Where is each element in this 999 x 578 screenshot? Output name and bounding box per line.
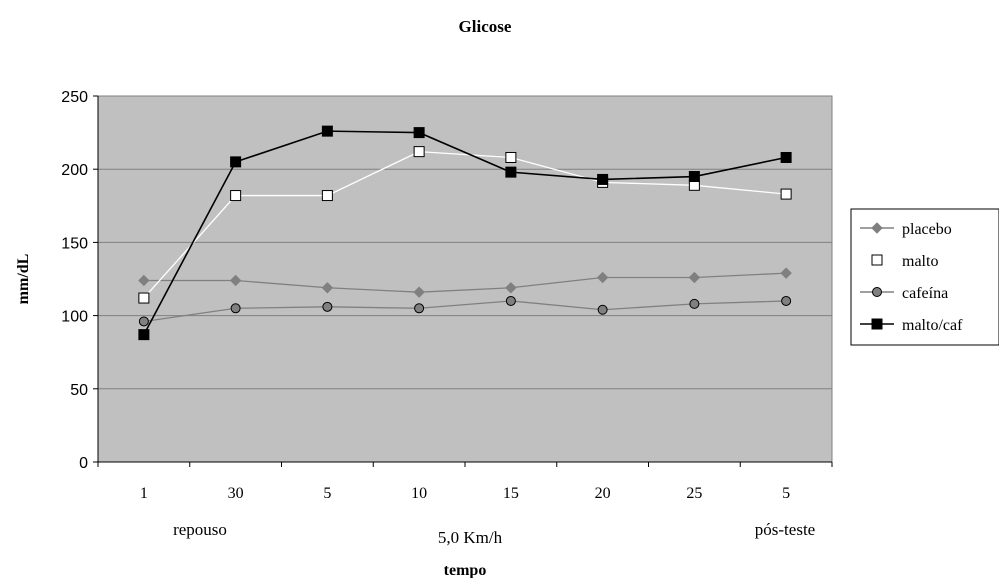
legend: placebo malto cafeína malto/caf — [860, 221, 963, 334]
data-point — [689, 298, 700, 309]
x-axis-ticks: 1 30 5 10 15 20 25 5 — [97, 462, 833, 502]
series-3 — [138, 125, 792, 341]
x-tick-label: 20 — [595, 485, 611, 502]
series-0 — [138, 267, 792, 298]
series-layer — [138, 125, 792, 341]
x-axis-label: tempo — [444, 562, 487, 578]
x-tick-label: 5 — [323, 485, 331, 502]
data-point — [230, 303, 241, 314]
data-point — [229, 274, 242, 287]
series-line — [143, 272, 787, 293]
gridlines — [98, 168, 832, 390]
legend-label: malto/caf — [902, 317, 963, 334]
data-point — [505, 151, 517, 163]
x-tick-label: 15 — [503, 485, 519, 502]
x-tick-label: 1 — [140, 485, 148, 502]
y-axis-ticks: 0 50 100 150 200 250 — [61, 89, 98, 472]
category-group-labels: repouso 5,0 Km/h pós-teste — [173, 520, 815, 547]
legend-marker — [871, 318, 883, 330]
data-point — [413, 146, 425, 158]
legend-label: placebo — [902, 221, 952, 238]
series-2 — [138, 295, 792, 327]
chart-title: Glicose — [459, 17, 512, 36]
data-point — [230, 190, 242, 202]
data-point — [321, 190, 333, 202]
data-point — [597, 173, 609, 185]
category-group-label: repouso — [173, 520, 227, 539]
data-point — [780, 188, 792, 200]
y-tick-label: 50 — [70, 382, 88, 399]
data-point — [413, 286, 425, 298]
legend-item: malto/caf — [860, 317, 963, 334]
legend-item: malto — [871, 253, 938, 270]
x-tick-label: 10 — [411, 485, 427, 502]
data-point — [597, 304, 608, 315]
data-point — [596, 271, 609, 284]
data-point — [138, 329, 150, 341]
y-tick-label: 150 — [61, 235, 88, 252]
x-tick-label: 30 — [228, 485, 244, 502]
legend-label: malto — [902, 253, 938, 270]
category-group-label: 5,0 Km/h — [438, 528, 503, 547]
data-point — [505, 282, 517, 294]
legend-marker — [871, 254, 883, 266]
series-line — [143, 150, 787, 299]
legend-label: cafeína — [902, 285, 948, 302]
data-point — [138, 292, 150, 304]
y-tick-label: 0 — [79, 455, 88, 472]
legend-item: cafeína — [860, 285, 948, 302]
data-point — [414, 303, 425, 314]
data-point — [688, 171, 700, 183]
series-line — [143, 130, 787, 336]
data-point — [780, 267, 792, 279]
x-tick-label: 5 — [782, 485, 790, 502]
y-axis-label: mm/dL — [15, 254, 32, 305]
data-point — [413, 127, 425, 139]
series-1 — [138, 146, 792, 304]
legend-item: placebo — [860, 221, 952, 238]
data-point — [138, 274, 150, 287]
y-tick-label: 250 — [61, 89, 88, 106]
category-group-label: pós-teste — [755, 520, 815, 539]
data-point — [505, 295, 516, 306]
plot-area — [97, 95, 833, 463]
data-point — [688, 271, 701, 284]
data-point — [230, 156, 242, 168]
data-point — [322, 301, 333, 312]
data-point — [781, 295, 792, 306]
y-tick-label: 200 — [61, 162, 88, 179]
legend-marker — [871, 222, 883, 234]
x-tick-label: 25 — [686, 485, 702, 502]
data-point — [505, 166, 517, 178]
data-point — [138, 316, 149, 327]
data-point — [321, 125, 333, 137]
y-tick-label: 100 — [61, 309, 88, 326]
series-line — [143, 300, 787, 323]
data-point — [321, 282, 334, 294]
legend-marker — [872, 287, 882, 297]
data-point — [780, 151, 792, 163]
